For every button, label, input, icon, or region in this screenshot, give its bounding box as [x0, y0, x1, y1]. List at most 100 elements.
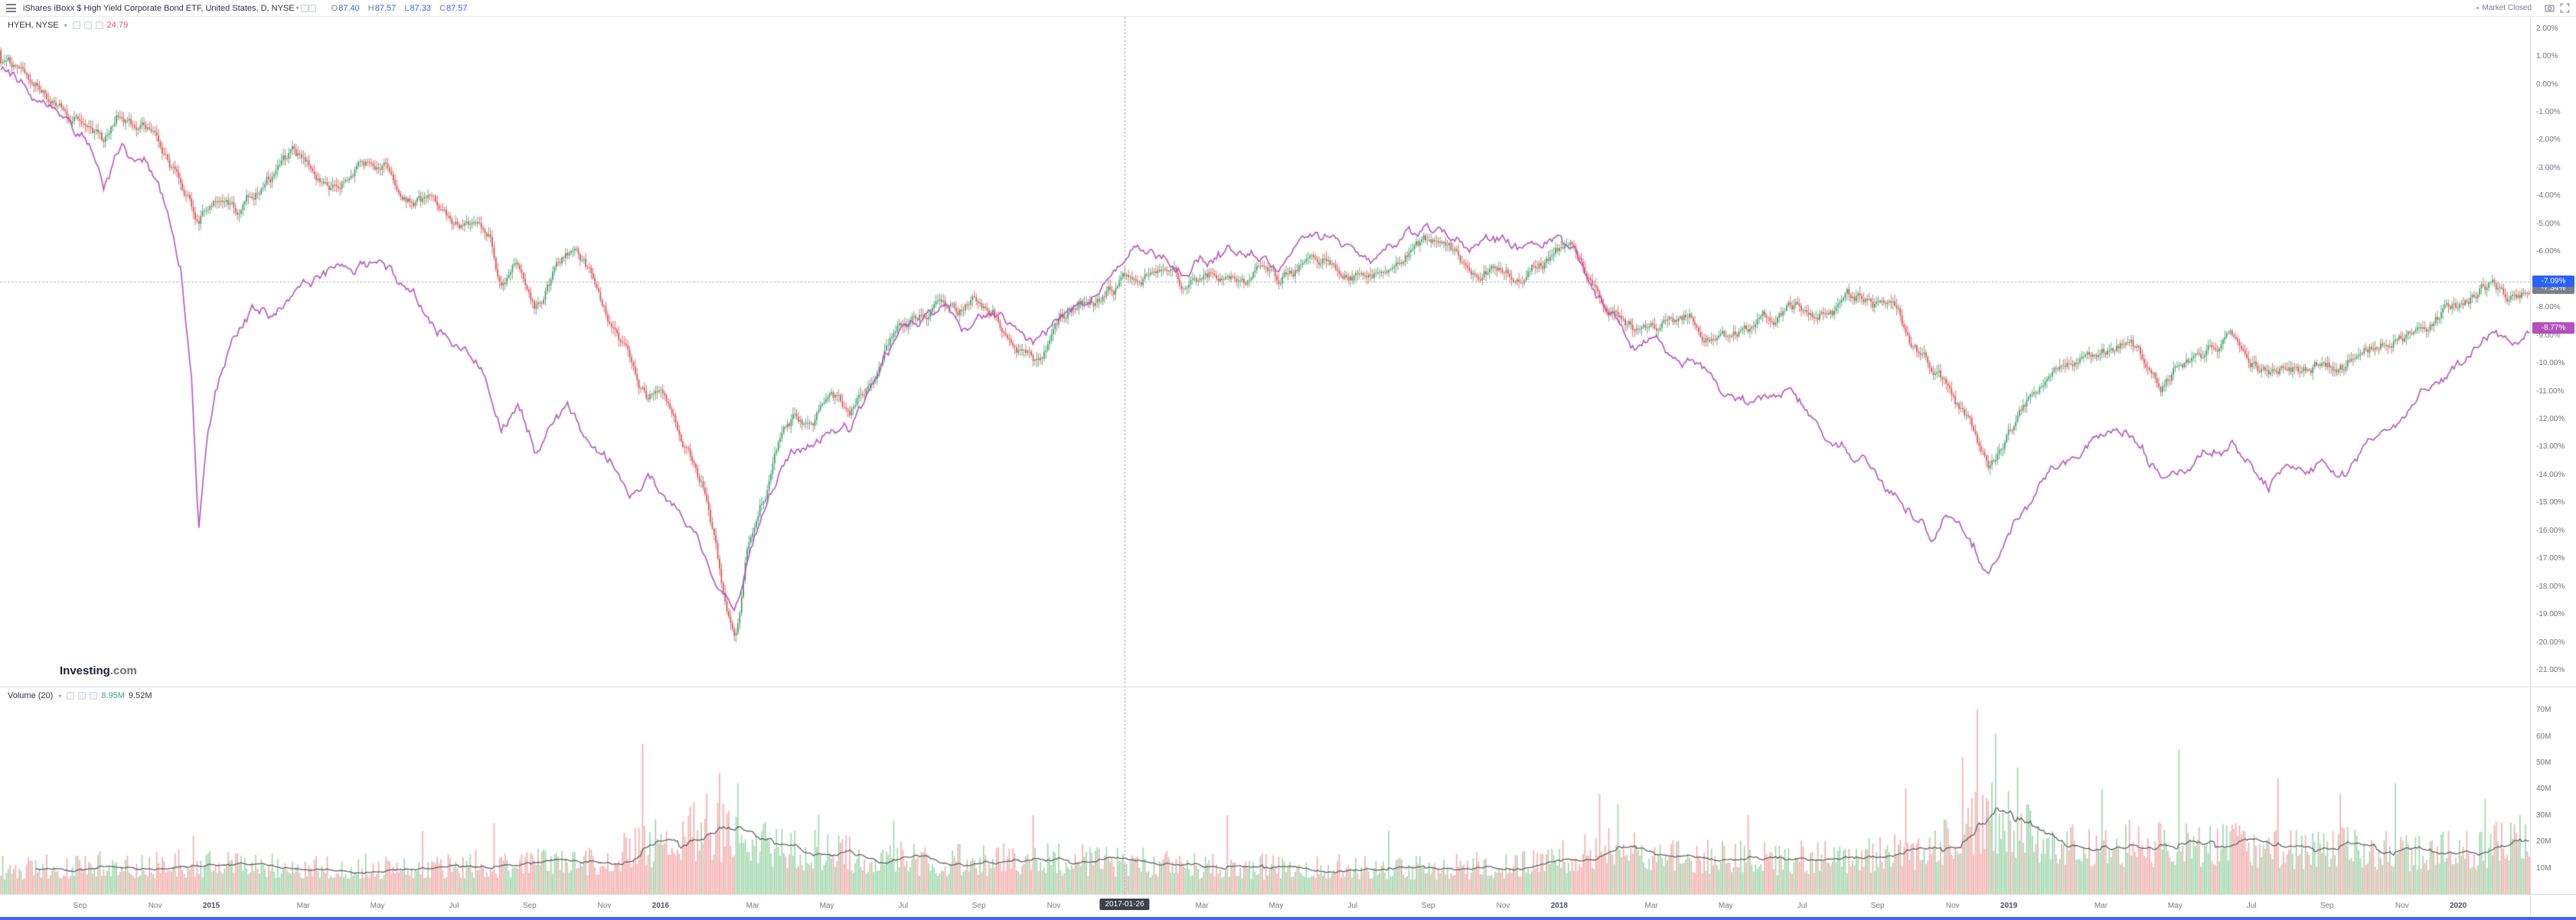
time-tick-label: Sep — [971, 902, 986, 910]
volume-tick-label: 20M — [2536, 837, 2552, 847]
time-tick-label: 2020 — [2450, 902, 2467, 910]
symbol-title[interactable]: iShares iBoxx $ High Yield Corporate Bon… — [23, 3, 295, 13]
indicators-icon[interactable] — [308, 4, 316, 12]
volume-tick-label: 30M — [2536, 811, 2552, 820]
price-tick-label: -5.00% — [2536, 219, 2561, 228]
time-tick-label: 2015 — [202, 902, 220, 910]
time-tick-label: Mar — [746, 902, 759, 910]
time-tick-label: Mar — [1644, 902, 1658, 910]
price-marker-badge: -8.77% — [2532, 322, 2574, 334]
time-tick-label: Jul — [2246, 902, 2257, 910]
close-icon[interactable] — [95, 21, 103, 29]
watermark-brand: Investing — [60, 664, 110, 677]
time-axis-corner — [2530, 895, 2531, 917]
time-tick-label: Mar — [1195, 902, 1209, 910]
price-axis[interactable]: 2.00% 1.00% 0.00% -1.00% -2.00% -3.00% -4.00% -… — [2530, 17, 2576, 687]
time-tick-label: Nov — [1046, 902, 1061, 910]
time-tick-label: Sep — [522, 902, 537, 910]
time-tick-label: Nov — [148, 902, 162, 910]
time-tick-label: Jul — [449, 902, 459, 910]
price-tick-label: 0.00% — [2536, 80, 2558, 89]
main-chart-canvas[interactable] — [0, 17, 2530, 687]
chevron-down-icon[interactable]: ▾ — [64, 21, 67, 29]
volume-tick-label: 50M — [2536, 759, 2552, 767]
top-toolbar: iShares iBoxx $ High Yield Corporate Bon… — [0, 0, 2576, 17]
watermark-suffix: .com — [109, 664, 137, 677]
volume-tick-label: 40M — [2536, 785, 2552, 794]
visibility-icon[interactable] — [72, 21, 80, 29]
visibility-icon[interactable] — [67, 692, 75, 700]
price-tick-label: -12.00% — [2536, 415, 2565, 423]
time-tick-label: Jul — [898, 902, 909, 910]
price-tick-label: -9.00% — [2536, 331, 2561, 340]
crosshair-date-badge: 2017-01-26 — [1099, 899, 1150, 910]
time-tick-label: Sep — [73, 902, 87, 910]
volume-tick-label: 60M — [2536, 732, 2552, 741]
time-tick-label: Mar — [2094, 902, 2108, 910]
overlay-series-legend: HYEH, NYSE ▾ 24.79 — [8, 21, 128, 30]
time-tick-label: Nov — [597, 902, 612, 910]
high-label: H — [367, 3, 374, 13]
price-tick-label: -4.00% — [2536, 191, 2561, 201]
close-icon[interactable] — [90, 692, 98, 700]
main-chart-pane[interactable]: HYEH, NYSE ▾ 24.79 Investing.com — [0, 17, 2530, 687]
price-tick-label: -11.00% — [2536, 387, 2565, 396]
fullscreen-icon[interactable] — [2559, 3, 2570, 14]
volume-canvas[interactable] — [0, 687, 2530, 894]
chevron-down-icon[interactable]: ▾ — [295, 5, 299, 11]
market-status: • Market Closed — [2476, 4, 2532, 13]
chevron-down-icon[interactable]: ▾ — [58, 692, 62, 700]
settings-icon[interactable] — [78, 692, 87, 700]
price-tick-label: -6.00% — [2536, 247, 2561, 256]
volume-axis[interactable]: 70M 60M 50M 40M 30M 20M 10M — [2530, 687, 2576, 894]
time-tick-label: 2019 — [2000, 902, 2018, 910]
time-tick-label: Nov — [2395, 902, 2409, 910]
overlay-symbol-label[interactable]: HYEH, NYSE — [8, 21, 59, 30]
time-tick-label: May — [2167, 902, 2183, 910]
price-tick-label: -14.00% — [2536, 470, 2565, 479]
open-value: 87.40 — [338, 3, 360, 13]
time-tick-label: 2016 — [651, 902, 670, 910]
time-tick-label: Nov — [1496, 902, 1510, 910]
volume-ma-value: 9.52M — [128, 691, 152, 700]
time-axis[interactable]: 2017-01-26 Sep Nov 2015 Mar May Jul Sep Nov 2016… — [0, 894, 2576, 917]
price-tick-label: -15.00% — [2536, 498, 2565, 507]
volume-indicator-label[interactable]: Volume (20) — [8, 691, 54, 700]
price-tick-label: -8.00% — [2536, 303, 2561, 312]
close-label: C — [439, 3, 446, 13]
settings-icon[interactable] — [83, 21, 92, 29]
market-status-label: Market Closed — [2482, 4, 2532, 12]
time-tick-label: Jul — [1797, 902, 1807, 910]
volume-pane[interactable]: Volume (20) ▾ 8.95M 9.52M — [0, 687, 2530, 894]
volume-tick-label: 10M — [2536, 863, 2552, 873]
chart-style-icon[interactable] — [300, 4, 309, 12]
time-tick-label: Nov — [1945, 902, 1960, 910]
price-tick-label: -1.00% — [2536, 107, 2561, 116]
time-tick-label: May — [819, 902, 834, 910]
high-value: 87.57 — [374, 3, 397, 13]
time-tick-label: Mar — [296, 902, 310, 910]
price-tick-label: -21.00% — [2536, 666, 2565, 675]
price-tick-label: -16.00% — [2536, 526, 2565, 535]
volume-tick-label: 70M — [2536, 706, 2552, 715]
menu-icon[interactable] — [6, 4, 16, 12]
price-tick-label: -2.00% — [2536, 135, 2561, 145]
time-tick-label: May — [1268, 902, 1284, 910]
price-tick-label: -19.00% — [2536, 610, 2565, 619]
time-tick-label: 2018 — [1550, 902, 1568, 910]
price-tick-label: -20.00% — [2536, 638, 2565, 647]
price-tick-label: -18.00% — [2536, 582, 2565, 591]
time-tick-label: May — [370, 902, 385, 910]
price-marker-badge: -7.09% — [2532, 275, 2574, 287]
time-tick-label: Sep — [1421, 902, 1435, 910]
volume-current-value: 8.95M — [101, 691, 125, 700]
time-tick-label: Sep — [1870, 902, 1885, 910]
volume-legend: Volume (20) ▾ 8.95M 9.52M — [8, 691, 152, 700]
price-tick-label: -10.00% — [2536, 359, 2565, 368]
screenshot-icon[interactable] — [2544, 3, 2555, 14]
price-tick-label: -17.00% — [2536, 554, 2565, 563]
time-tick-label: May — [1718, 902, 1733, 910]
bottom-accent-bar — [0, 917, 2576, 920]
market-status-dot: • — [2476, 3, 2480, 13]
